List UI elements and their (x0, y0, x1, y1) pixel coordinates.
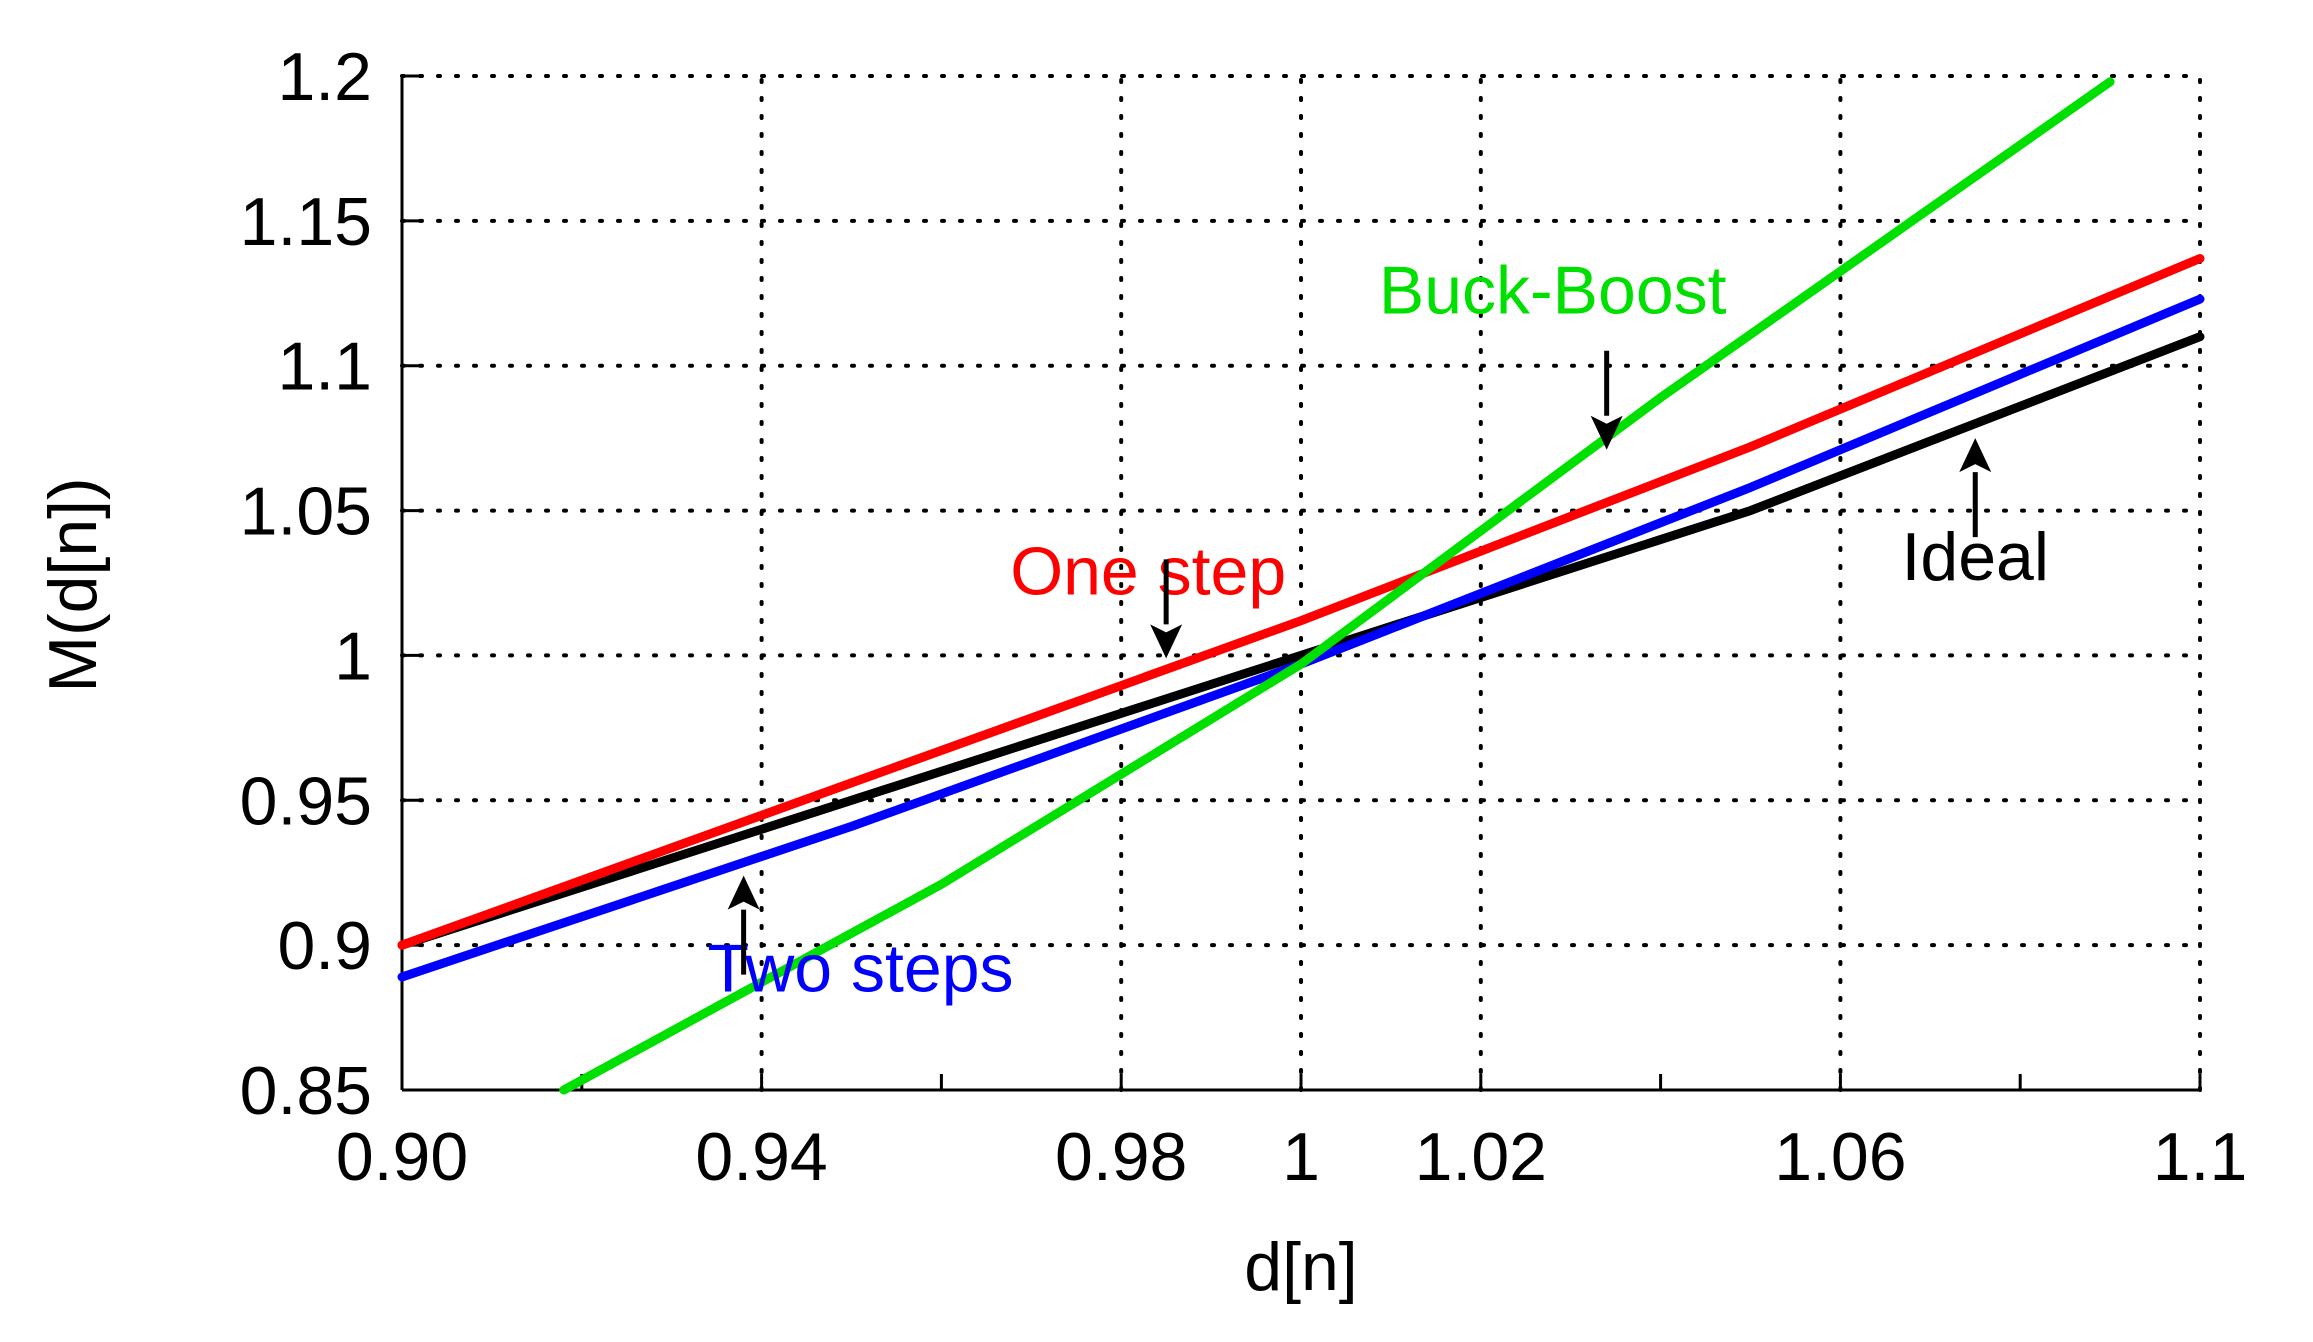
series-lines (397, 77, 2205, 1095)
x-tick-label: 1.02 (1415, 1119, 1547, 1195)
annotation-one-step: One step (1010, 534, 1286, 610)
x-axis-label: d[n] (1244, 1229, 1357, 1305)
series-line-ideal (397, 332, 2205, 950)
y-tick-label: 0.9 (277, 908, 372, 984)
arrow-head-ideal (1959, 438, 1992, 473)
arrow-head-one-step (1150, 624, 1183, 659)
y-tick-label: 0.95 (240, 763, 372, 839)
y-tick-label: 1 (334, 618, 372, 694)
x-tick-label: 1.06 (1774, 1119, 1906, 1195)
y-axis-label: M(d[n]) (35, 477, 111, 692)
y-tick-label: 0.85 (240, 1053, 372, 1129)
arrow-head-buck-boost (1590, 415, 1623, 450)
y-tick-label: 1.05 (240, 474, 372, 550)
ticks: 0.90 0.94 0.98 1 1.02 1.06 1.1 0.85 0.9 0.95 1 1.05… (240, 39, 2248, 1195)
annotation-buck-boost: Buck-Boost (1379, 253, 1727, 329)
x-tick-label: 1.1 (2153, 1119, 2248, 1195)
x-tick-label: 0.98 (1055, 1119, 1187, 1195)
x-tick-label: 1 (1282, 1119, 1320, 1195)
y-tick-label: 1.15 (240, 184, 372, 260)
annotation-two-steps: Two steps (707, 930, 1013, 1006)
series-line-one-step (397, 254, 2205, 950)
x-tick-label: 0.94 (695, 1119, 827, 1195)
y-tick-label: 1.2 (277, 39, 372, 115)
y-tick-label: 1.1 (277, 329, 372, 405)
series-line-buck-boost (559, 77, 2115, 1095)
arrow-head-two-steps (727, 875, 760, 910)
x-tick-label: 0.90 (336, 1119, 468, 1195)
